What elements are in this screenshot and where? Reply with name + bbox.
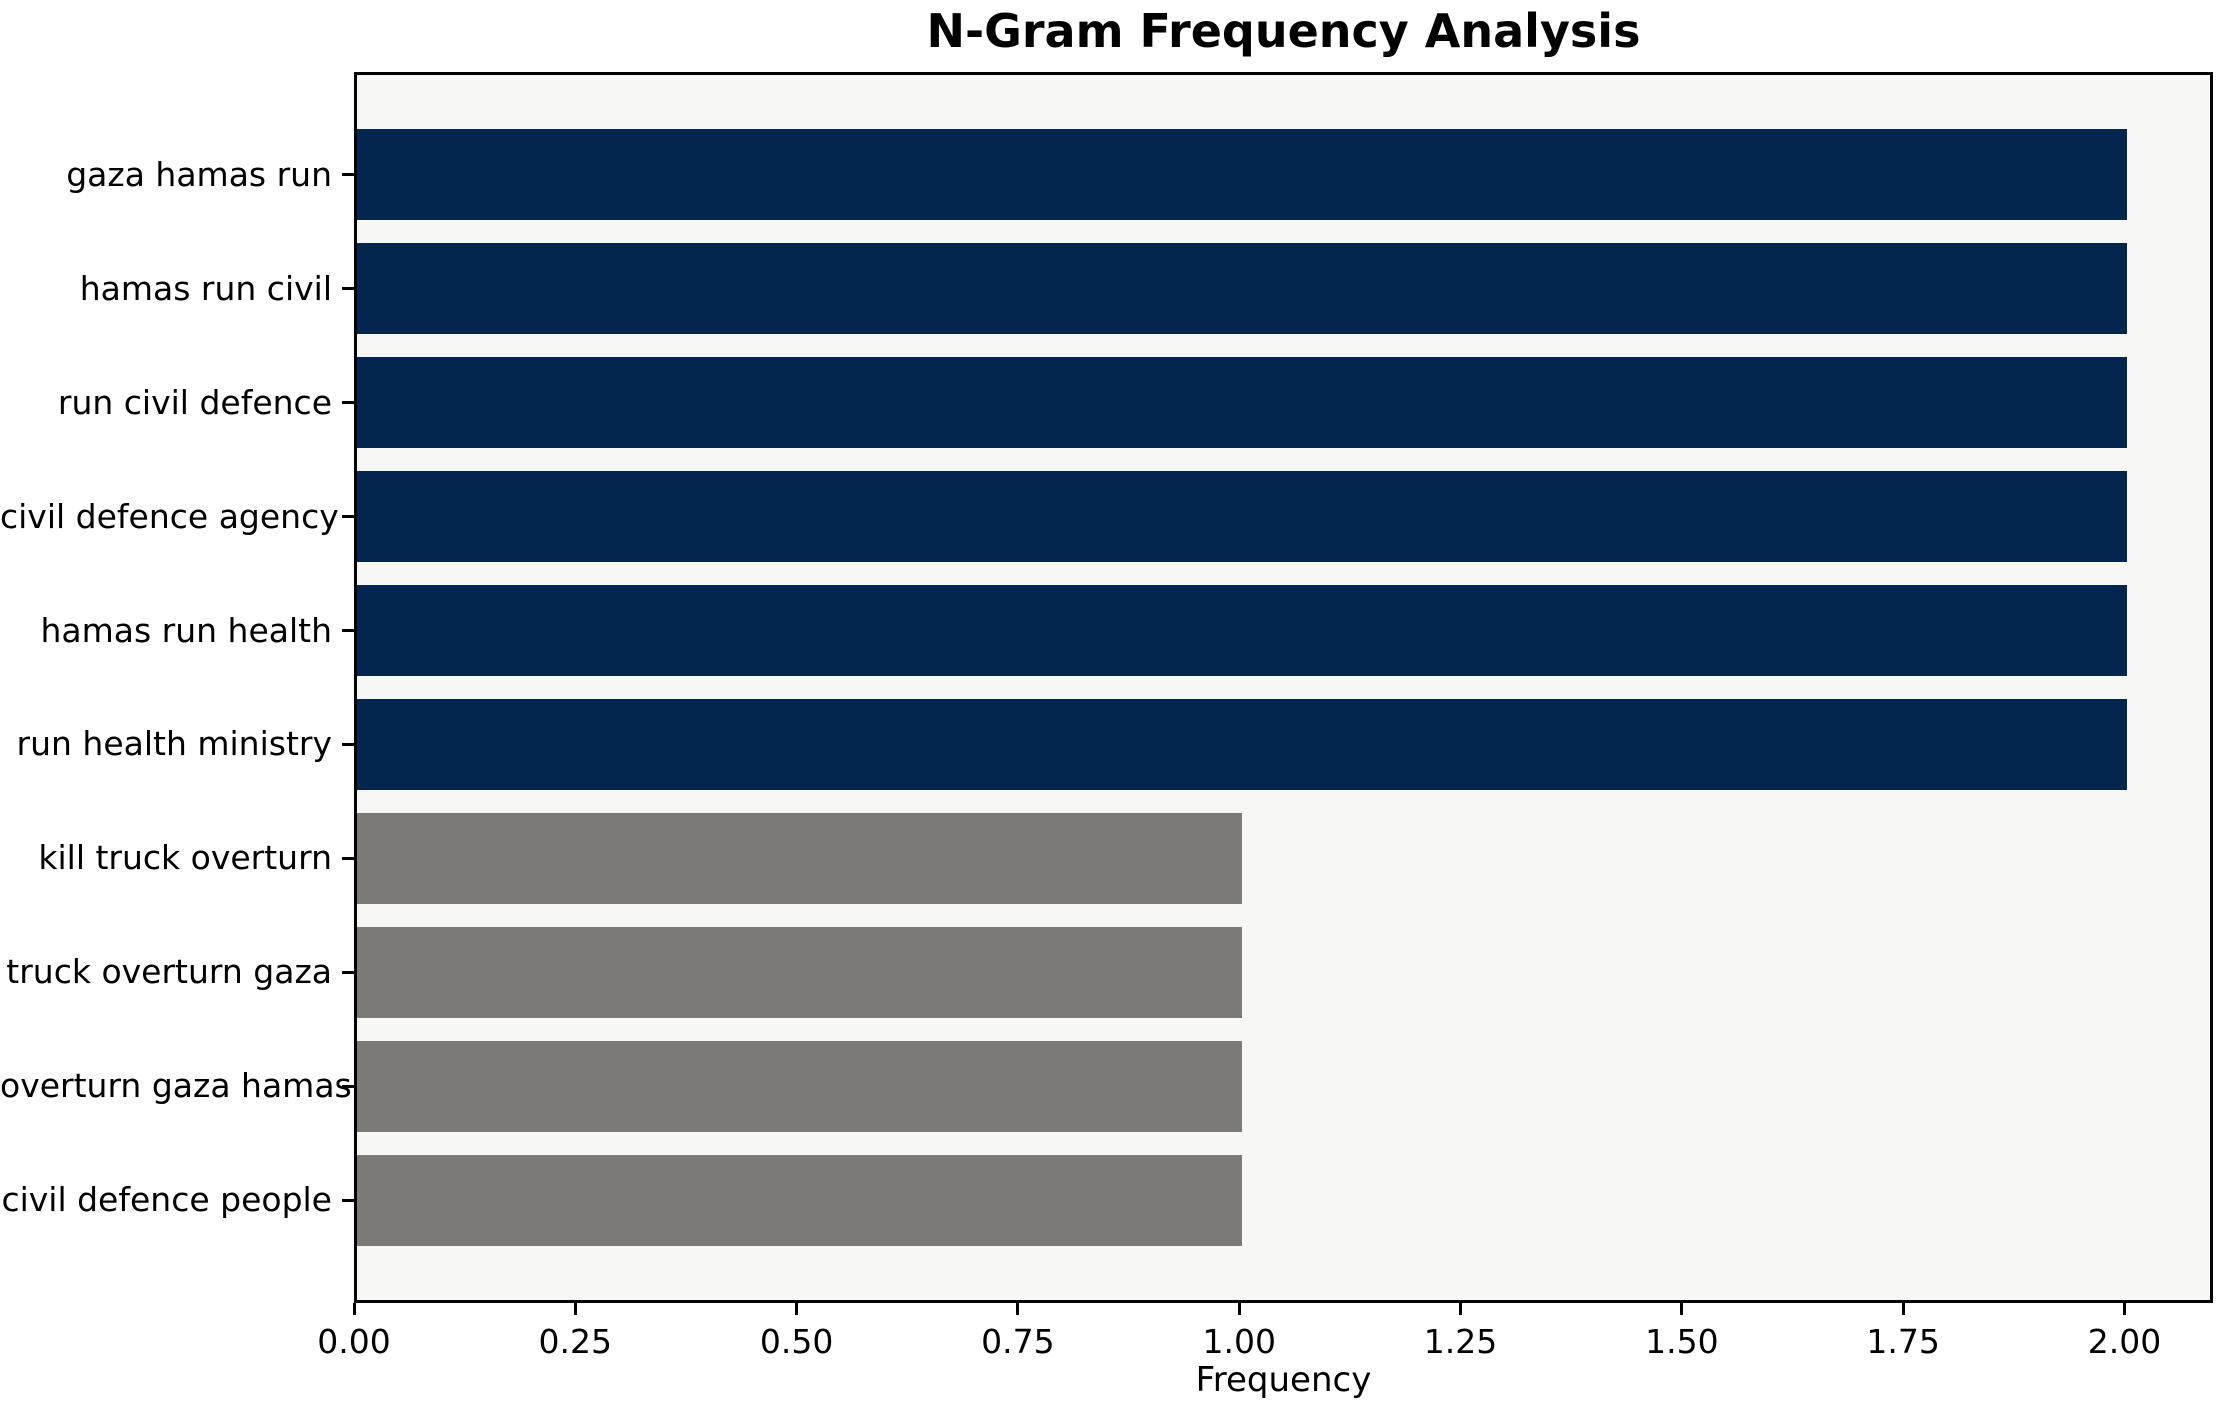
y-tick-mark bbox=[342, 856, 354, 860]
x-tick-mark bbox=[1680, 1303, 1684, 1315]
x-tick-label: 2.00 bbox=[2087, 1322, 2162, 1361]
y-tick-mark bbox=[342, 1084, 354, 1088]
bar-run-civil-defence bbox=[357, 356, 2128, 449]
y-tick-mark bbox=[342, 287, 354, 291]
x-tick-mark bbox=[1016, 1303, 1020, 1315]
x-tick-label: 1.50 bbox=[1645, 1322, 1719, 1361]
x-tick-label: 0.00 bbox=[317, 1322, 391, 1361]
x-axis-title: Frequency bbox=[1195, 1360, 1372, 1400]
y-tick-label: hamas run health bbox=[40, 610, 332, 650]
y-tick-label: truck overturn gaza bbox=[6, 952, 332, 992]
bar-hamas-run-civil bbox=[357, 242, 2128, 335]
bar-civil-defence-agency bbox=[357, 470, 2128, 563]
x-tick-mark bbox=[1459, 1303, 1463, 1315]
plot-area bbox=[354, 72, 2213, 1303]
x-tick-label: 0.25 bbox=[538, 1322, 613, 1361]
bar-truck-overturn-gaza bbox=[357, 926, 1243, 1019]
bar-overturn-gaza-hamas bbox=[357, 1040, 1243, 1132]
y-tick-mark bbox=[342, 629, 354, 632]
y-tick-label: civil defence people bbox=[1, 1180, 332, 1220]
y-tick-label: run health ministry bbox=[16, 724, 332, 764]
y-tick-mark bbox=[342, 173, 354, 177]
bar-gaza-hamas-run bbox=[357, 128, 2128, 221]
y-tick-mark bbox=[342, 742, 354, 746]
y-tick-label: overturn gaza hamas bbox=[0, 1066, 352, 1106]
x-tick-label: 1.00 bbox=[1202, 1322, 1276, 1361]
y-tick-mark bbox=[342, 401, 354, 405]
x-tick-label: 0.50 bbox=[759, 1322, 834, 1361]
x-tick-mark bbox=[352, 1303, 356, 1315]
bar-kill-truck-overturn bbox=[357, 812, 1243, 905]
x-tick-mark bbox=[573, 1303, 577, 1315]
chart-title: N-Gram Frequency Analysis bbox=[926, 4, 1641, 58]
x-tick-mark bbox=[1901, 1303, 1905, 1315]
y-tick-label: kill truck overturn bbox=[38, 838, 332, 878]
y-tick-mark bbox=[342, 1198, 354, 1202]
y-tick-label: civil defence agency bbox=[0, 496, 339, 536]
x-tick-label: 0.75 bbox=[981, 1322, 1055, 1361]
y-tick-label: gaza hamas run bbox=[66, 154, 332, 194]
x-tick-mark bbox=[2122, 1303, 2126, 1315]
y-tick-label: hamas run civil bbox=[79, 268, 332, 308]
bar-run-health-ministry bbox=[357, 698, 2128, 791]
bar-hamas-run-health bbox=[357, 584, 2128, 677]
bar-civil-defence-people bbox=[357, 1154, 1243, 1246]
x-tick-label: 1.75 bbox=[1866, 1322, 1940, 1361]
x-tick-mark bbox=[1237, 1303, 1241, 1315]
x-tick-label: 1.25 bbox=[1423, 1322, 1498, 1361]
y-tick-mark bbox=[342, 515, 354, 519]
y-tick-label: run civil defence bbox=[57, 382, 332, 422]
y-tick-mark bbox=[342, 970, 354, 974]
x-tick-mark bbox=[795, 1303, 799, 1315]
